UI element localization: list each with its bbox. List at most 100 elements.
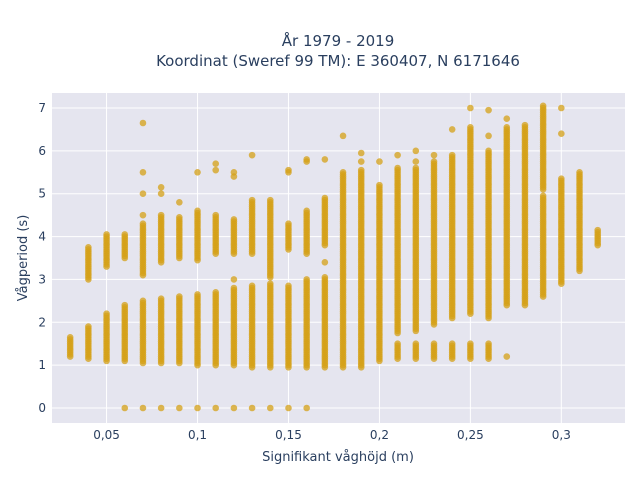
data-point — [139, 404, 147, 412]
data-point — [194, 207, 201, 215]
data-point — [176, 198, 183, 206]
point-column — [66, 333, 74, 360]
data-point — [412, 164, 420, 172]
data-point — [157, 183, 165, 191]
data-point — [321, 156, 329, 163]
data-point — [448, 126, 456, 133]
data-point — [485, 106, 492, 114]
data-point — [230, 404, 238, 412]
data-point — [139, 168, 147, 176]
data-point — [485, 132, 492, 140]
point-column — [576, 168, 583, 275]
data-point — [412, 340, 420, 348]
data-point — [558, 104, 565, 112]
data-point — [194, 291, 201, 298]
data-point — [139, 297, 147, 305]
data-point — [321, 258, 329, 266]
data-point — [485, 340, 492, 348]
data-point — [230, 276, 238, 283]
data-point — [230, 168, 238, 176]
data-point — [539, 192, 547, 200]
data-point — [230, 216, 238, 223]
data-point — [339, 132, 347, 140]
data-point — [394, 151, 401, 159]
data-point — [248, 196, 256, 204]
data-point — [121, 301, 129, 309]
data-point — [303, 404, 310, 412]
point-column — [521, 121, 529, 309]
point-column — [303, 156, 310, 412]
data-point — [157, 404, 165, 412]
y-axis-title: Vågperiod (s) — [16, 215, 31, 302]
data-point — [503, 123, 511, 131]
data-point — [285, 166, 292, 174]
data-point — [230, 284, 238, 292]
data-point — [394, 340, 401, 348]
point-column — [139, 119, 147, 412]
point-column — [321, 156, 329, 371]
data-point — [139, 211, 147, 219]
y-tick-label: 6 — [38, 144, 46, 158]
data-point — [121, 404, 129, 412]
data-point — [139, 220, 147, 228]
data-point — [376, 158, 383, 165]
point-column — [85, 243, 92, 363]
point-column — [121, 231, 129, 412]
data-point — [285, 220, 292, 228]
data-point — [212, 160, 220, 168]
data-point — [248, 404, 256, 412]
data-point — [521, 121, 529, 129]
point-column — [430, 151, 438, 363]
data-point — [157, 190, 165, 198]
point-column — [248, 151, 256, 412]
data-point — [85, 243, 92, 251]
data-point — [448, 340, 456, 348]
data-point — [430, 158, 438, 165]
data-point — [285, 282, 292, 290]
data-point — [539, 102, 547, 110]
data-point — [357, 149, 365, 157]
data-point — [357, 166, 365, 174]
point-column — [412, 147, 420, 363]
data-point — [194, 404, 201, 412]
point-column — [503, 115, 511, 360]
data-point — [503, 115, 511, 123]
x-tick-label: 0,05 — [93, 428, 120, 442]
data-point — [66, 333, 74, 341]
x-axis-title: Signifikant våghöjd (m) — [262, 450, 414, 465]
data-point — [357, 158, 365, 165]
data-point — [558, 175, 565, 183]
data-point — [339, 168, 347, 176]
point-column — [448, 126, 456, 363]
point-column — [194, 168, 201, 412]
data-point — [412, 147, 420, 155]
data-point — [103, 310, 110, 318]
data-point — [85, 323, 92, 330]
data-point — [157, 295, 165, 303]
point-column — [376, 158, 383, 365]
point-column — [357, 149, 365, 371]
data-point — [248, 151, 256, 159]
data-point — [448, 151, 456, 159]
data-point — [394, 164, 401, 172]
data-point — [430, 151, 438, 159]
data-point — [321, 194, 329, 202]
y-tick-label: 4 — [38, 230, 46, 244]
y-tick-label: 0 — [38, 401, 46, 415]
point-column — [539, 102, 547, 300]
data-point — [303, 207, 310, 215]
point-column — [103, 231, 110, 365]
data-point — [266, 196, 274, 204]
data-point — [594, 226, 602, 234]
point-column — [594, 226, 602, 249]
point-column — [230, 168, 238, 412]
x-tick-label: 0,15 — [275, 428, 302, 442]
data-point — [212, 288, 220, 296]
point-column — [467, 104, 474, 363]
data-point — [103, 231, 110, 238]
point-column — [157, 183, 165, 412]
y-axis-ticks: 0 1 2 3 4 5 6 7 — [38, 101, 46, 415]
point-column — [266, 196, 274, 412]
chart-title: År 1979 - 2019 — [282, 31, 395, 50]
